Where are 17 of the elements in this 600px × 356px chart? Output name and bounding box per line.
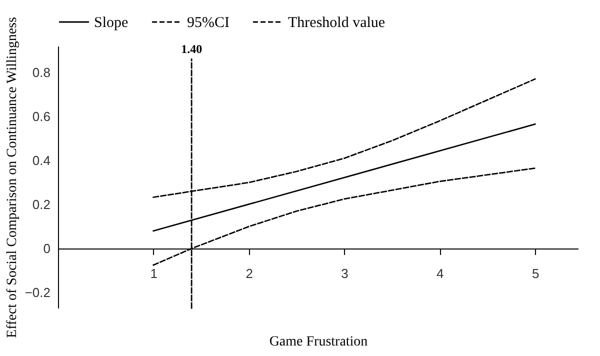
- y-tick-label: 0.4: [32, 152, 50, 168]
- legend-label: 95%CI: [187, 15, 230, 31]
- legend-label: Slope: [94, 15, 129, 31]
- y-axis-title: Effect of Social Comparison on Continuance Willingness: [4, 17, 20, 338]
- y-tick-label: 0: [43, 241, 50, 256]
- y-tick-label: −0.2: [24, 285, 50, 300]
- x-axis-title: Game Frustration: [269, 334, 368, 350]
- x-tick-label: 2: [246, 266, 253, 282]
- x-tick-label: 3: [341, 266, 348, 282]
- x-tick-label: 5: [532, 266, 540, 282]
- x-tick-label: 4: [436, 266, 444, 282]
- x-tick-label: 1: [150, 266, 158, 282]
- annotation: 1.40: [181, 42, 202, 56]
- legend-label: Threshold value: [288, 15, 386, 31]
- y-tick-label: 0.6: [32, 108, 50, 124]
- y-tick-label: 0.2: [32, 197, 50, 212]
- y-tick-label: 0.8: [32, 64, 50, 80]
